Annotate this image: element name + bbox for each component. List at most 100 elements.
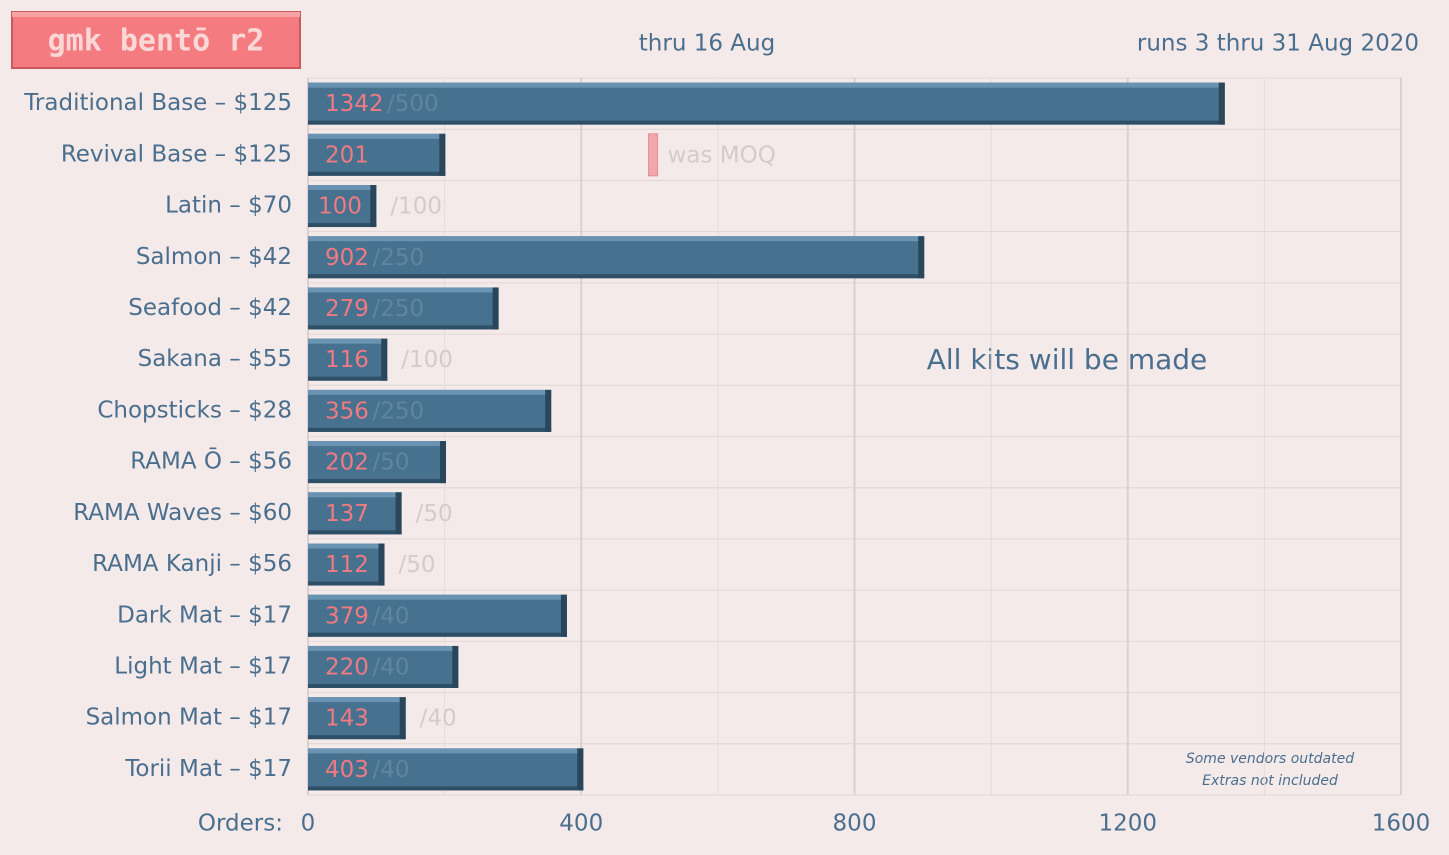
moq-label: /500 [387, 91, 439, 117]
bar-bottom [308, 427, 552, 432]
bar-bottom [308, 171, 446, 176]
value-label: 202 [325, 450, 369, 476]
value-label: 1342 [325, 91, 384, 117]
bar-top [308, 441, 446, 447]
value-label: 201 [325, 142, 369, 168]
bar [308, 389, 552, 432]
bar-top [308, 82, 1225, 88]
bar-body [308, 645, 459, 688]
bar-body [308, 236, 925, 279]
bar [308, 748, 584, 791]
note: Some vendors outdated [1186, 751, 1354, 767]
moq-label: /40 [373, 757, 410, 783]
bar-bottom [308, 223, 377, 228]
bar [308, 594, 567, 637]
bar-bottom [308, 120, 1225, 125]
bar-right [545, 389, 552, 432]
y-tick-label: Salmon Mat – $17 [86, 705, 292, 731]
moq-label: /40 [373, 654, 410, 680]
y-tick-label: Latin – $70 [165, 193, 292, 219]
bar-bottom [308, 530, 402, 535]
moq-label: /250 [373, 398, 425, 424]
moq-label: /50 [373, 450, 410, 476]
moq-label: /250 [373, 296, 425, 322]
bar-top [308, 543, 385, 549]
bar-body [308, 82, 1225, 125]
value-label: 403 [325, 757, 369, 783]
y-tick-label: RAMA Kanji – $56 [92, 551, 292, 577]
y-tick-label: Traditional Base – $125 [23, 90, 292, 116]
note: Extras not included [1202, 773, 1338, 789]
bar [308, 492, 402, 535]
bar-top [308, 133, 446, 139]
bar-body [308, 594, 567, 637]
bar-right [492, 287, 499, 330]
bar-body [308, 287, 499, 330]
bar-body [308, 338, 388, 381]
bar-right [452, 645, 459, 688]
bar-top [308, 389, 552, 395]
value-label: 116 [325, 347, 369, 373]
y-tick-label: Sakana – $55 [138, 346, 292, 372]
bar [308, 697, 406, 740]
bar-bottom [308, 274, 925, 279]
moq-label: /100 [401, 347, 453, 373]
y-tick-label: Revival Base – $125 [61, 141, 292, 167]
bar-bottom [308, 786, 584, 791]
bar [308, 236, 925, 279]
value-label: 143 [325, 706, 369, 732]
title-box [11, 11, 301, 69]
value-label: 356 [325, 398, 369, 424]
y-tick-label: Seafood – $42 [128, 295, 292, 321]
x-tick-label: 400 [559, 811, 603, 837]
bar-right [918, 236, 925, 279]
annotation: All kits will be made [927, 343, 1208, 376]
bar-body [308, 389, 552, 432]
bar-body [308, 492, 402, 535]
bar-right [439, 441, 446, 484]
bar-top [308, 338, 388, 344]
bar-bottom [308, 683, 459, 688]
bar-right [1218, 82, 1225, 125]
old-moq-label: was MOQ [668, 142, 776, 168]
moq-label: /250 [373, 245, 425, 271]
bar [308, 338, 388, 381]
value-label: 279 [325, 296, 369, 322]
old-moq-marker [648, 133, 659, 177]
value-label: 902 [325, 245, 369, 271]
x-tick-label: 800 [833, 811, 877, 837]
bar [308, 645, 459, 688]
bar-right [381, 338, 388, 381]
run-note: runs 3 thru 31 Aug 2020 [1137, 31, 1419, 57]
bar-top [308, 287, 499, 293]
bar-top [308, 185, 377, 191]
bar [308, 441, 446, 484]
value-label: 112 [325, 552, 369, 578]
x-tick-label: 1200 [1098, 811, 1157, 837]
bar [308, 287, 499, 330]
value-label: 220 [325, 654, 369, 680]
bar-right [395, 492, 402, 535]
bar-bottom [308, 632, 567, 637]
moq-label: /100 [390, 194, 442, 220]
bar-body [308, 697, 406, 740]
bar-right [370, 185, 377, 228]
bar-top [308, 236, 925, 242]
y-tick-label: Chopsticks – $28 [97, 397, 292, 423]
value-label: 137 [325, 501, 369, 527]
bar-top [308, 492, 402, 498]
subtitle: thru 16 Aug [639, 31, 775, 57]
bar-right [560, 594, 567, 637]
moq-label: /50 [416, 501, 453, 527]
bar-body [308, 133, 446, 176]
bar-bottom [308, 581, 385, 586]
value-label: 379 [325, 603, 369, 629]
title-bevel [12, 12, 300, 17]
bar-right [439, 133, 446, 176]
y-tick-label: Light Mat – $17 [114, 653, 292, 679]
bar-right [378, 543, 385, 586]
chart-title: gmk bentō r2 [48, 24, 265, 59]
bar-top [308, 645, 459, 651]
